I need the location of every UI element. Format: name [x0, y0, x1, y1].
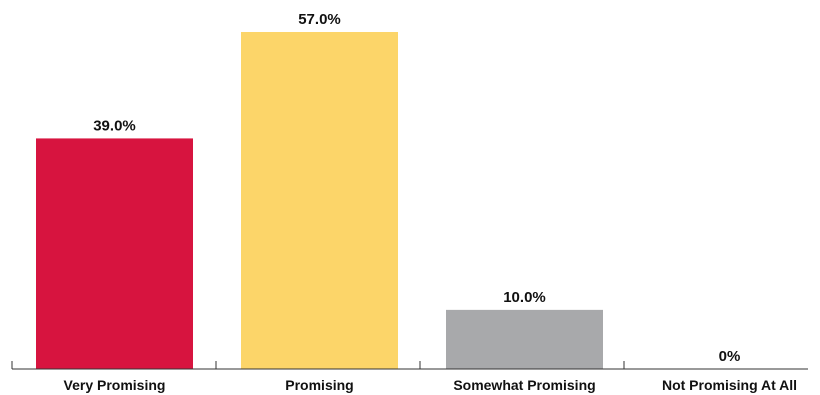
value-label-very-promising: 39.0% [93, 117, 136, 134]
value-label-not-promising-at-all: 0% [719, 348, 741, 365]
value-labels-group: 39.0% 57.0% 10.0% 0% [93, 11, 740, 365]
category-labels-group: Very Promising Promising Somewhat Promisin… [64, 377, 798, 393]
value-label-promising: 57.0% [298, 11, 341, 28]
category-label-very-promising: Very Promising [64, 377, 166, 393]
bar-somewhat-promising [446, 309, 603, 369]
value-label-somewhat-promising: 10.0% [503, 289, 546, 306]
bar-promising [241, 32, 398, 369]
category-label-promising: Promising [285, 377, 353, 393]
category-label-not-promising-at-all: Not Promising At All [662, 377, 797, 393]
bar-very-promising [36, 138, 193, 369]
category-label-somewhat-promising: Somewhat Promising [453, 377, 595, 393]
x-axis [11, 361, 808, 370]
bars-group [36, 32, 603, 369]
